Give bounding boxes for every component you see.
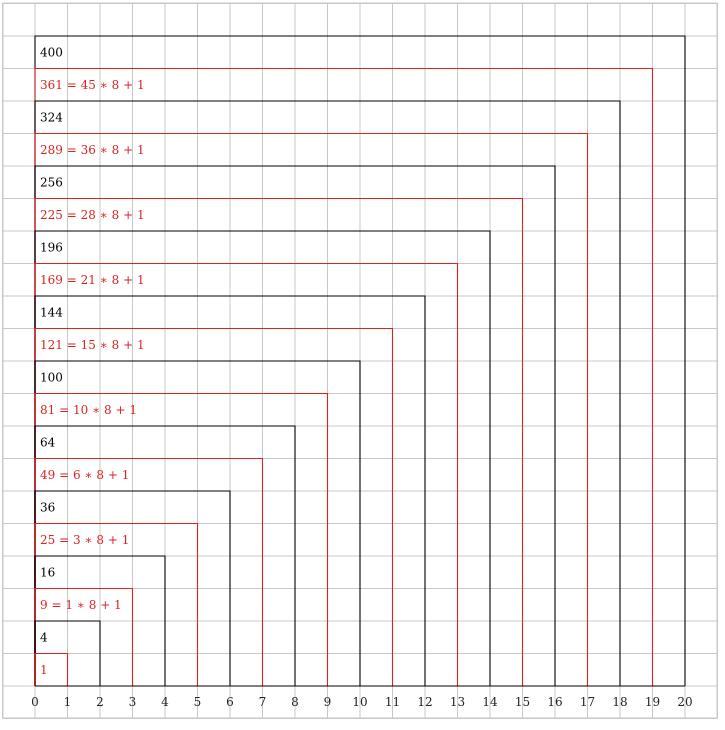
square-label-17: 289 = 36 ∗ 8 + 1 (40, 143, 145, 157)
square-label-16: 256 (40, 175, 63, 189)
x-tick-label: 19 (645, 695, 660, 709)
square-label-13: 169 = 21 ∗ 8 + 1 (40, 273, 145, 287)
square-label-4: 16 (40, 565, 55, 579)
x-axis-ticks: 0 1 2 3 4 5 6 7 8 9 10 11 12 13 14 15 16 17 18 19 20 (31, 695, 692, 709)
x-tick-label: 14 (482, 695, 498, 709)
x-tick-label: 2 (96, 695, 104, 709)
square-label-1: 1 (40, 663, 48, 677)
square-label-9: 81 = 10 ∗ 8 + 1 (40, 403, 137, 417)
square-label-8: 64 (40, 435, 56, 449)
square-label-20: 400 (40, 45, 63, 59)
x-tick-label: 18 (612, 695, 627, 709)
square-label-7: 49 = 6 ∗ 8 + 1 (40, 468, 129, 482)
x-tick-label: 4 (161, 695, 169, 709)
x-tick-label: 16 (547, 695, 562, 709)
square-label-15: 225 = 28 ∗ 8 + 1 (40, 208, 145, 222)
square-label-19: 361 = 45 ∗ 8 + 1 (40, 78, 145, 92)
x-tick-label: 10 (352, 695, 367, 709)
x-tick-label: 20 (677, 695, 692, 709)
square-label-3: 9 = 1 ∗ 8 + 1 (40, 598, 122, 612)
square-label-10: 100 (40, 370, 63, 384)
square-19 (34, 67, 654, 686)
square-label-12: 144 (40, 305, 63, 319)
x-tick-label: 3 (129, 695, 137, 709)
x-tick-label: 17 (580, 695, 595, 709)
square-label-5: 25 = 3 ∗ 8 + 1 (40, 533, 129, 547)
x-tick-label: 7 (259, 695, 267, 709)
x-tick-label: 8 (291, 695, 299, 709)
x-tick-label: 13 (450, 695, 465, 709)
grid-border (2, 2, 718, 719)
square-label-6: 36 (40, 500, 55, 514)
x-tick-label: 11 (385, 695, 400, 709)
x-tick-label: 15 (515, 695, 530, 709)
square-7 (34, 457, 264, 686)
x-tick-label: 9 (324, 695, 332, 709)
x-tick-label: 1 (64, 695, 72, 709)
x-tick-label: 6 (226, 695, 234, 709)
square-label-18: 324 (40, 110, 63, 124)
square-11 (34, 327, 394, 686)
square-label-2: 4 (40, 630, 48, 644)
x-tick-label: 5 (194, 695, 202, 709)
square-labels: 1 4 9 = 1 ∗ 8 + 1 16 25 = 3 ∗ 8 + 1 36 49 = 6 … (40, 45, 145, 677)
square-15 (34, 197, 524, 686)
x-tick-label: 0 (31, 695, 39, 709)
square-1 (34, 652, 69, 686)
square-label-14: 196 (40, 240, 63, 254)
square-label-11: 121 = 15 ∗ 8 + 1 (40, 338, 145, 352)
nested-squares (34, 35, 686, 687)
x-tick-label: 12 (417, 695, 432, 709)
